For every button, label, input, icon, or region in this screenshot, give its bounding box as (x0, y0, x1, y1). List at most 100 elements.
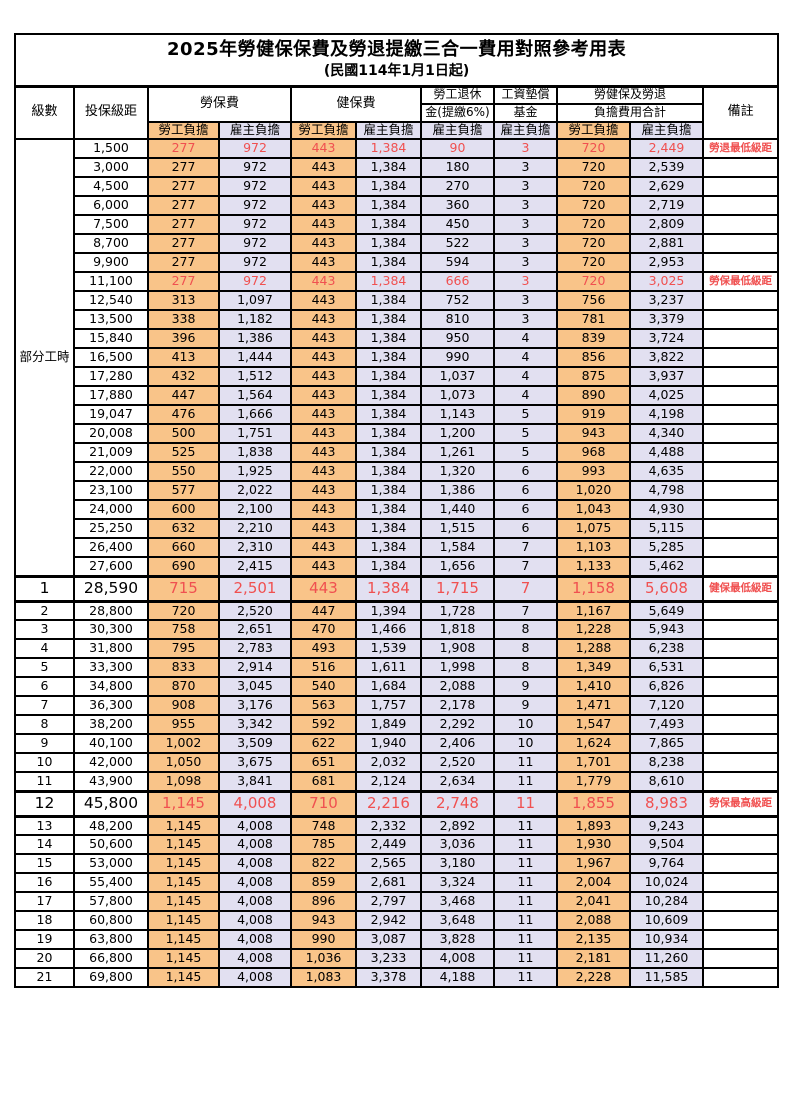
value-cell: 748 (290, 815, 357, 836)
value-cell: 972 (218, 176, 292, 197)
value-cell: 1,384 (355, 176, 422, 197)
table-row: 21 69,800 1,145 4,008 1,083 3,378 4,188 11 2,228… (14, 967, 780, 988)
value-cell: 11 (493, 789, 558, 818)
remark-cell (701, 233, 780, 254)
value-cell: 443 (290, 404, 357, 425)
remark-cell (701, 834, 780, 855)
value-cell: 1,515 (420, 518, 495, 539)
value-cell: 2,809 (629, 214, 704, 235)
value-cell: 1,103 (556, 537, 631, 558)
col-header-pension-1: 勞工退休 (420, 85, 495, 105)
remark-cell (701, 290, 780, 311)
subheader-health-employer: 雇主負擔 (355, 121, 422, 140)
value-cell: 6,826 (629, 676, 704, 697)
value-cell: 277 (147, 252, 220, 273)
value-cell: 8 (493, 657, 558, 678)
value-cell: 7 (493, 537, 558, 558)
value-cell: 1,656 (420, 556, 495, 577)
value-cell: 720 (556, 195, 631, 216)
value-cell: 1,893 (556, 815, 631, 836)
value-cell: 443 (290, 480, 357, 501)
value-cell: 5,115 (629, 518, 704, 539)
value-cell: 277 (147, 214, 220, 235)
value-cell: 1,182 (218, 309, 292, 330)
value-cell: 516 (290, 657, 357, 678)
value-cell: 10,609 (629, 910, 704, 931)
value-cell: 11 (493, 948, 558, 969)
value-cell: 955 (147, 714, 220, 735)
value-cell: 90 (420, 138, 495, 159)
remark-cell (701, 872, 780, 893)
value-cell: 1,410 (556, 676, 631, 697)
value-cell: 8,610 (629, 771, 704, 792)
page-subtitle: (民國114年1月1日起) (323, 63, 470, 80)
value-cell: 2,942 (355, 910, 422, 931)
value-cell: 1,145 (147, 891, 220, 912)
value-cell: 4 (493, 328, 558, 349)
value-cell: 1,288 (556, 638, 631, 659)
remark-cell (701, 752, 780, 773)
value-cell: 4,008 (218, 948, 292, 969)
value-cell: 972 (218, 138, 292, 159)
bracket-cell: 22,000 (73, 461, 149, 482)
value-cell: 277 (147, 271, 220, 292)
value-cell: 277 (147, 176, 220, 197)
remark-cell (701, 252, 780, 273)
remark-cell (701, 638, 780, 659)
table-row: 21,009 525 1,838 443 1,384 1,261 5 968 4,488 (15, 442, 780, 463)
value-cell: 3,324 (420, 872, 495, 893)
table-row: 27,600 690 2,415 443 1,384 1,656 7 1,133 5,462 (15, 556, 780, 577)
value-cell: 4 (493, 385, 558, 406)
value-cell: 4,488 (629, 442, 704, 463)
value-cell: 1,838 (218, 442, 292, 463)
value-cell: 3,841 (218, 771, 292, 792)
value-cell: 5,285 (629, 537, 704, 558)
title-block: 2025年勞健保保費及勞退提繳三合一費用對照參考用表 (民國114年1月1日起) (13, 33, 780, 88)
table-row: 20,008 500 1,751 443 1,384 1,200 5 943 4,340 (15, 423, 780, 444)
value-cell: 522 (420, 233, 495, 254)
remark-cell (701, 366, 780, 387)
value-cell: 5 (493, 404, 558, 425)
value-cell: 4,008 (218, 910, 292, 931)
col-header-labor-insurance: 勞保費 (147, 85, 292, 123)
subheader-labor-employee: 勞工負擔 (147, 121, 220, 140)
value-cell: 8,983 (629, 789, 704, 818)
value-cell: 1,167 (556, 600, 631, 621)
value-cell: 756 (556, 290, 631, 311)
value-cell: 1,145 (147, 967, 220, 988)
value-cell: 1,855 (556, 789, 631, 818)
level-cell: 17 (14, 891, 75, 912)
value-cell: 993 (556, 461, 631, 482)
table-row: 4,500 277 972 443 1,384 270 3 720 2,629 (15, 176, 780, 197)
value-cell: 11 (493, 910, 558, 931)
value-cell: 3 (493, 176, 558, 197)
bracket-cell: 3,000 (73, 157, 149, 178)
table-row: 15 53,000 1,145 4,008 822 2,565 3,180 11 1,967 9,… (14, 853, 780, 874)
level-cell: 2 (14, 600, 75, 621)
bracket-cell: 45,800 (73, 789, 149, 818)
value-cell: 1,384 (355, 423, 422, 444)
table-row: 7 36,300 908 3,176 563 1,757 2,178 9 1,471 7,120 (14, 695, 780, 716)
value-cell: 443 (290, 328, 357, 349)
remark-cell (701, 461, 780, 482)
remark-cell (701, 910, 780, 931)
value-cell: 11 (493, 967, 558, 988)
remark-cell (701, 891, 780, 912)
value-cell: 338 (147, 309, 220, 330)
value-cell: 4,635 (629, 461, 704, 482)
value-cell: 443 (290, 574, 357, 603)
value-cell: 1,394 (355, 600, 422, 621)
level-cell: 6 (14, 676, 75, 697)
value-cell: 1,666 (218, 404, 292, 425)
value-cell: 1,584 (420, 537, 495, 558)
remark-cell (701, 385, 780, 406)
level-cell: 15 (14, 853, 75, 874)
value-cell: 1,158 (556, 574, 631, 603)
value-cell: 1,728 (420, 600, 495, 621)
value-cell: 1,611 (355, 657, 422, 678)
table-row: 23,100 577 2,022 443 1,384 1,386 6 1,020 4,798 (15, 480, 780, 501)
value-cell: 1,466 (355, 619, 422, 640)
value-cell: 1,349 (556, 657, 631, 678)
value-cell: 2,228 (556, 967, 631, 988)
value-cell: 1,145 (147, 853, 220, 874)
